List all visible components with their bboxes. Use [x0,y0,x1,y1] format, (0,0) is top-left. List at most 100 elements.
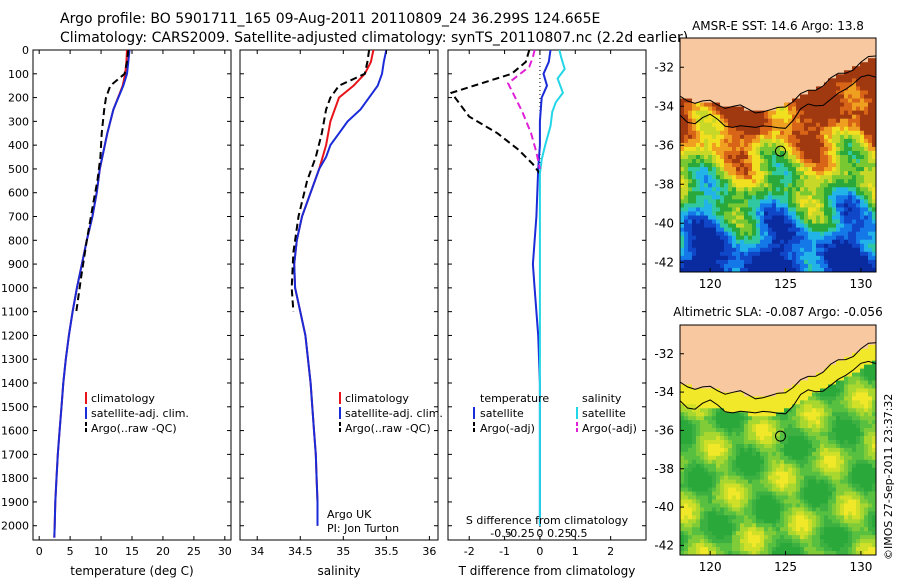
map-cell [840,231,845,237]
map-cell [836,344,841,350]
map-cell [680,451,685,457]
series-argo-raw-qc- [290,50,371,312]
map-cell [796,42,801,47]
map-cell [812,142,817,148]
map-cell [688,122,693,128]
map-cell [832,384,837,389]
map-cell [772,203,777,208]
map-cell [796,171,801,176]
map-cell [800,267,805,272]
map-cell [716,42,721,47]
map-cell [860,163,865,168]
map-cell [720,50,725,55]
map-cell [728,251,733,257]
map-cell [688,436,693,441]
map-cell [724,259,729,265]
map-cell [760,364,765,370]
map-cell [824,66,829,71]
map-cell [776,408,781,413]
map-cell [768,400,773,405]
map-cell [776,183,781,188]
map-cell [756,211,761,216]
map-cell [868,195,873,200]
map-cell [844,203,849,208]
map-cell [776,328,781,334]
map-cell [748,227,753,233]
map-cell [856,263,861,269]
map-cell [792,340,797,346]
map-cell [680,134,685,140]
map-cell [860,328,865,334]
map-cell [688,325,693,330]
map-cell [684,215,689,220]
map-cell [792,163,797,168]
map-cell [724,118,729,124]
map-cell [856,471,861,477]
map-cell [716,86,721,91]
map-cell [788,38,793,43]
map-cell [704,187,709,192]
map-cell [732,219,737,224]
map-cell [740,215,745,220]
map-cell [844,215,849,220]
map-cell [716,336,721,342]
map-cell [816,106,821,112]
map-cell [872,336,876,342]
map-cell [812,199,817,204]
map-cell [820,376,825,381]
map-cell [768,46,773,51]
map-cell [848,223,853,229]
map-cell [788,328,793,334]
map-cell [796,364,801,370]
map-cell [724,223,729,229]
map-cell [808,380,813,385]
map-cell [820,203,825,208]
map-cell [784,251,789,257]
map-cell [752,455,757,461]
map-cell [848,219,853,224]
map-cell [816,62,821,67]
map-cell [708,376,713,381]
map-cell [864,110,869,116]
map-cell [744,360,749,366]
map-cell [872,191,876,196]
map-cell [688,203,693,208]
map-cell [828,412,833,417]
map-cell [752,106,757,112]
map-cell [800,471,805,477]
map-cell [860,42,865,47]
map-cell [688,86,693,91]
map-cell [820,54,825,59]
map-cell [872,384,876,389]
map-cell [768,247,773,253]
map-cell [872,183,876,188]
map-cell [836,46,841,51]
map-cell [748,247,753,253]
map-cell [832,106,837,112]
map-cell [836,255,841,261]
map-cell [792,167,797,172]
map-cell [828,130,833,136]
map-cell [788,372,793,377]
map-cell [780,412,785,417]
map-cell [688,167,693,172]
map-cell [760,155,765,160]
map-cell [820,134,825,140]
map-cell [836,251,841,257]
map-cell [796,376,801,381]
map-cell [700,102,705,107]
map-cell [840,126,845,132]
map-cell [780,187,785,192]
map-cell [796,163,801,168]
map-cell [872,219,876,224]
map-cell [796,475,801,481]
map-cell [816,82,821,87]
map-cell [796,203,801,208]
map-cell [704,146,709,152]
map-cell [732,400,737,405]
map-cell [780,356,785,362]
map-cell [716,247,721,253]
map-cell [772,428,777,433]
map-cell [832,38,837,43]
map-cell [780,436,785,441]
